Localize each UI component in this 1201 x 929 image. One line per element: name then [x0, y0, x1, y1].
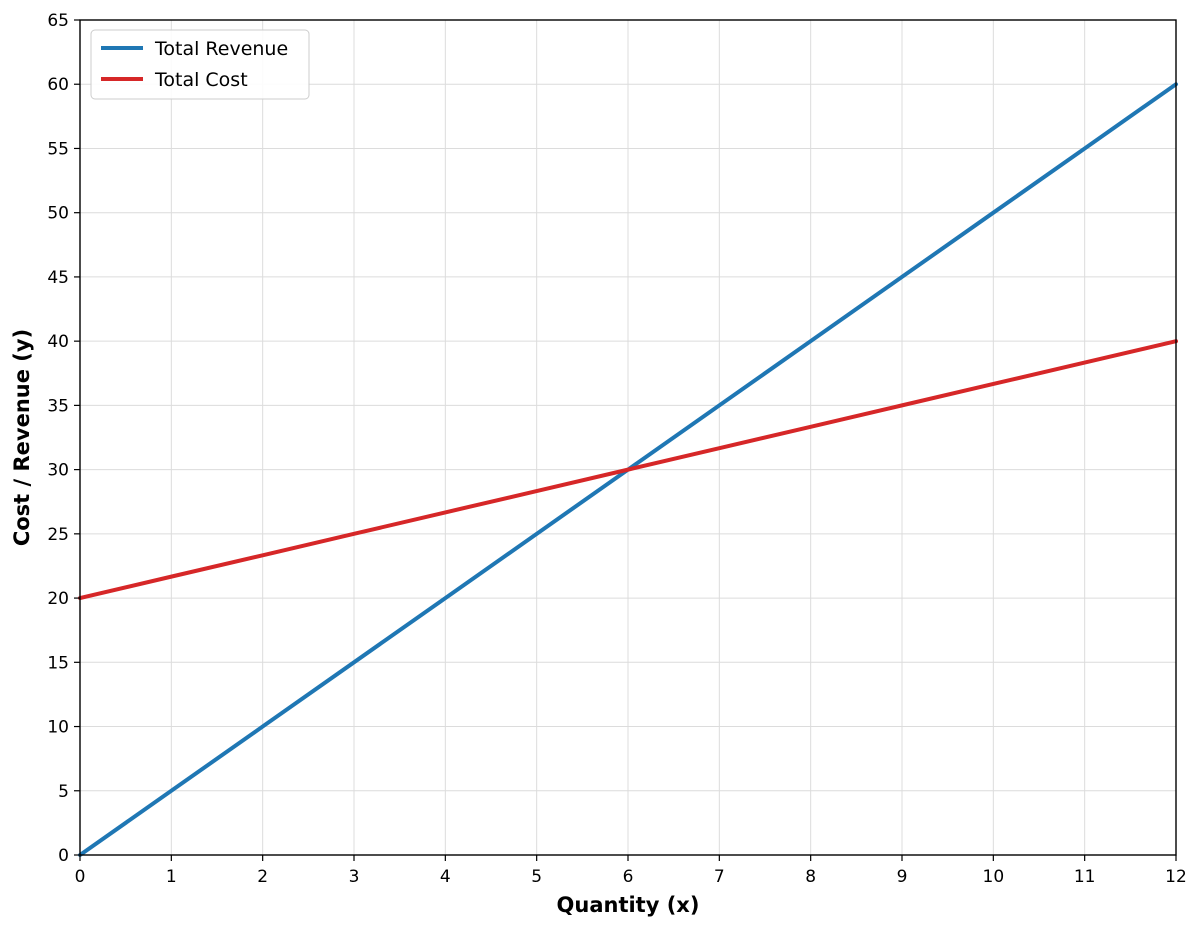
- x-tick-label: 0: [75, 867, 86, 887]
- legend-label-total-cost: Total Cost: [154, 69, 248, 91]
- y-axis-title: Cost / Revenue (y): [10, 329, 34, 546]
- x-tick-label: 11: [1074, 867, 1096, 887]
- series-line-total-cost: [78, 339, 1178, 601]
- y-tick-label: 0: [58, 846, 69, 866]
- y-tick-label: 65: [47, 11, 69, 31]
- grid-layer: [79, 19, 1177, 856]
- x-tick-label: 9: [897, 867, 908, 887]
- y-tick-label: 55: [47, 139, 69, 159]
- x-tick-label: 12: [1165, 867, 1187, 887]
- legend-label-total-revenue: Total Revenue: [154, 38, 288, 60]
- ticks-layer: 0 1 2 3 4 5 6 7 8 9 10 11 12051015202530354045505560…: [47, 11, 1186, 887]
- y-tick-label: 20: [47, 589, 69, 609]
- y-tick-label: 5: [58, 782, 69, 802]
- y-tick-label: 35: [47, 396, 69, 416]
- legend: Total Revenue Total Cost: [90, 29, 310, 100]
- x-tick-label: 7: [714, 867, 725, 887]
- y-tick-label: 45: [47, 268, 69, 288]
- x-tick-label: 1: [166, 867, 177, 887]
- y-tick-label: 10: [47, 718, 69, 738]
- series-layer: [78, 82, 1178, 857]
- x-tick-label: 3: [349, 867, 360, 887]
- x-tick-label: 6: [623, 867, 634, 887]
- y-tick-label: 60: [47, 75, 69, 95]
- y-tick-label: 50: [47, 204, 69, 224]
- y-tick-label: 25: [47, 525, 69, 545]
- x-axis-title: Quantity (x): [557, 893, 700, 917]
- x-tick-label: 2: [257, 867, 268, 887]
- x-tick-label: 5: [531, 867, 542, 887]
- y-tick-label: 40: [47, 332, 69, 352]
- x-tick-label: 4: [440, 867, 451, 887]
- legend-box: [90, 29, 310, 100]
- x-tick-label: 8: [805, 867, 816, 887]
- x-tick-label: 10: [983, 867, 1005, 887]
- y-tick-label: 30: [47, 461, 69, 481]
- y-tick-label: 15: [47, 653, 69, 673]
